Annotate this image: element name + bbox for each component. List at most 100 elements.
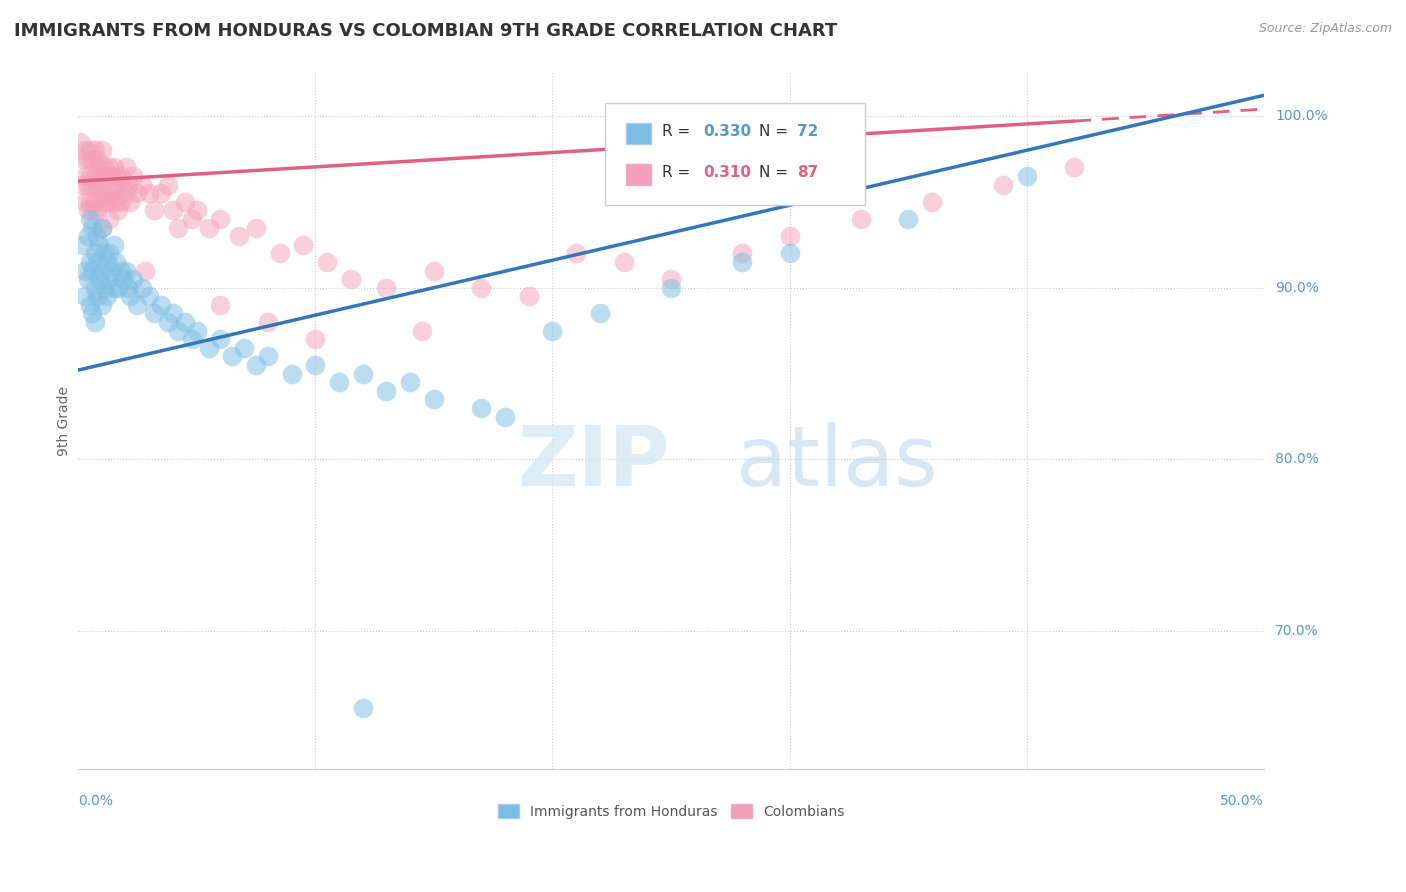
Text: 87: 87 [797,165,818,180]
Point [131,281,153,295]
Point [93,186,115,201]
Point [79,255,101,269]
Point [470,281,492,295]
Point [849,211,872,226]
Point [105,194,128,209]
Point [97,272,120,286]
Point [120,194,142,209]
Point [79,211,101,226]
Point [470,401,492,415]
Point [72,152,94,166]
Point [105,169,128,183]
Point [86,178,108,192]
Point [228,229,250,244]
Point [186,324,208,338]
Point [79,194,101,209]
Point [143,203,166,218]
Point [121,272,143,286]
Point [173,194,195,209]
Point [375,384,398,398]
Point [257,315,280,329]
Point [280,367,302,381]
Text: IMMIGRANTS FROM HONDURAS VS COLOMBIAN 9TH GRADE CORRELATION CHART: IMMIGRANTS FROM HONDURAS VS COLOMBIAN 9T… [14,22,838,40]
Point [127,186,149,201]
Point [117,281,139,295]
Point [257,350,280,364]
Point [897,211,920,226]
Point [83,315,105,329]
Point [90,263,112,277]
Point [352,701,374,715]
Point [82,263,104,277]
Point [131,178,153,192]
Point [209,332,232,346]
Point [181,332,204,346]
Point [89,161,111,175]
Point [76,152,98,166]
Point [127,298,149,312]
Point [96,194,118,209]
Point [613,255,636,269]
Point [304,358,326,372]
Point [75,289,97,303]
Point [352,367,374,381]
Point [93,246,115,260]
Point [96,169,118,183]
Point [423,392,446,407]
Point [90,298,112,312]
Text: 70.0%: 70.0% [1275,624,1319,638]
Point [166,220,188,235]
Point [100,169,122,183]
Text: 50.0%: 50.0% [1220,794,1264,807]
Point [75,263,97,277]
Point [86,152,108,166]
Point [110,169,132,183]
Point [399,375,422,389]
Point [659,272,682,286]
Point [76,229,98,244]
Point [79,143,101,157]
Point [103,237,125,252]
Point [117,178,139,192]
Point [589,306,612,320]
Point [173,315,195,329]
Point [93,161,115,175]
Point [292,237,315,252]
Point [181,211,204,226]
Point [82,306,104,320]
Point [82,152,104,166]
Point [517,289,540,303]
Point [83,246,105,260]
Point [83,169,105,183]
Point [89,186,111,201]
Text: N =: N = [759,165,793,180]
Point [90,220,112,235]
Point [209,211,232,226]
Point [316,255,339,269]
Text: N =: N = [759,124,793,139]
Legend: Immigrants from Honduras, Colombians: Immigrants from Honduras, Colombians [492,798,851,824]
Point [150,186,173,201]
Point [97,161,120,175]
Point [779,229,801,244]
Point [143,306,166,320]
Point [86,203,108,218]
Point [75,194,97,209]
Point [162,203,184,218]
Text: 80.0%: 80.0% [1275,452,1319,467]
Point [103,281,125,295]
Point [166,324,188,338]
Point [72,178,94,192]
Point [96,255,118,269]
Point [1015,169,1038,183]
Point [112,272,135,286]
Point [83,143,105,157]
Point [991,178,1014,192]
Point [107,178,129,192]
Point [90,220,112,235]
Point [76,272,98,286]
Text: atlas: atlas [737,422,938,503]
Point [110,194,132,209]
Point [86,255,108,269]
Text: 90.0%: 90.0% [1275,281,1319,294]
